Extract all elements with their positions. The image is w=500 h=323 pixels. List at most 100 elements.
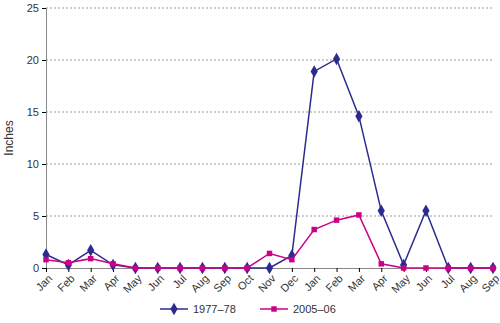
y-tick-label: 25 [27,2,39,14]
legend-label: 2005–06 [293,303,336,315]
x-tick: Sep [479,268,500,294]
x-tick: Jan [302,268,323,293]
x-tick: Jun [413,268,434,293]
x-tick-label: Dec [278,272,301,295]
x-tick-mark [292,268,293,272]
chart: 0 5 10 15 20 25 JanFebMarAprMayJunJulAugSepOct… [0,0,500,323]
marker [222,265,227,270]
marker [311,65,318,77]
x-tick-mark [337,268,338,272]
marker [490,265,495,270]
x-tick: Jan [33,268,54,293]
marker [133,265,138,270]
y-tick-mark [42,164,46,165]
marker [155,265,160,270]
x-tick: Aug [189,268,211,294]
marker [65,259,72,271]
x-tick: Mar [345,268,367,294]
x-tick: Dec [278,268,301,294]
marker [66,260,71,265]
marker [154,262,161,274]
legend-label: 1977–78 [193,303,236,315]
marker [176,262,183,274]
x-tick: Feb [55,268,77,294]
plot: 0 5 10 15 20 25 JanFebMarAprMayJunJulAugSepOct… [27,2,500,295]
y-axis-title: Inches [2,120,16,155]
y-tick-mark [42,8,46,9]
x-tick-label: Apr [101,272,122,293]
y-tick-label: 0 [33,262,39,274]
marker [378,205,385,217]
y-tick: 10 [27,158,46,170]
y-tick: 15 [27,106,46,118]
marker [200,265,205,270]
marker [289,257,294,262]
marker [423,265,428,270]
series-layer [42,53,496,274]
x-tick-mark [46,268,47,272]
x-tick: Aug [457,268,479,294]
x-tick: Mar [77,268,99,294]
x-tick-label: May [389,272,413,296]
x-tick-label: Aug [457,272,479,294]
marker [109,259,116,271]
x-tick-mark [381,268,382,272]
x-tick-mark [314,268,315,272]
marker [110,261,115,266]
y-tick-mark [42,268,46,269]
marker [132,262,139,274]
marker [468,265,473,270]
y-tick-label: 10 [27,158,39,170]
x-tick: May [121,268,145,295]
grid-line [46,8,493,9]
series [43,212,495,271]
marker [311,227,316,232]
x-tick-label: Jun [413,272,434,293]
x-tick-label: Mar [345,272,367,294]
y-tick: 25 [27,2,46,14]
x-tick-label: Apr [369,272,390,293]
marker [400,259,407,271]
x-tick: Apr [101,268,122,293]
x-tick-mark [91,268,92,272]
x-tick-label: Nov [256,272,279,295]
y-tick-mark [42,60,46,61]
grid-line [46,112,493,113]
marker [244,265,249,270]
x-tick-label: Aug [189,272,211,294]
series-line [46,59,493,268]
marker [177,265,182,270]
x-tick-label: Sep [479,272,500,294]
marker [422,205,429,217]
x-axis: JanFebMarAprMayJunJulAugSepOctNovDecJanF… [33,268,500,295]
y-tick-label: 5 [33,210,39,222]
x-tick-label: Feb [323,272,345,294]
x-tick-mark [359,268,360,272]
marker [489,262,496,274]
x-tick: May [389,268,413,295]
y-tick: 20 [27,54,46,66]
x-tick-label: Jul [438,272,456,290]
y-tick-label: 20 [27,54,39,66]
y-tick-label: 15 [27,106,39,118]
marker [356,212,361,217]
x-tick: Apr [369,268,390,293]
y-tick: 0 [33,262,46,274]
grid [46,8,493,216]
x-tick-label: Jul [170,272,188,290]
grid-line [46,60,493,61]
x-tick-label: Jun [145,272,166,293]
marker [88,256,93,261]
marker [401,265,406,270]
x-tick: Feb [323,268,345,294]
marker [244,262,251,274]
marker [467,262,474,274]
series [42,53,496,274]
x-tick: Jun [145,268,166,293]
marker [379,261,384,266]
legend-item: 1977–78 [160,303,236,315]
y-axis-line [42,9,47,269]
marker [266,262,273,274]
marker [87,244,94,256]
marker [267,251,272,256]
